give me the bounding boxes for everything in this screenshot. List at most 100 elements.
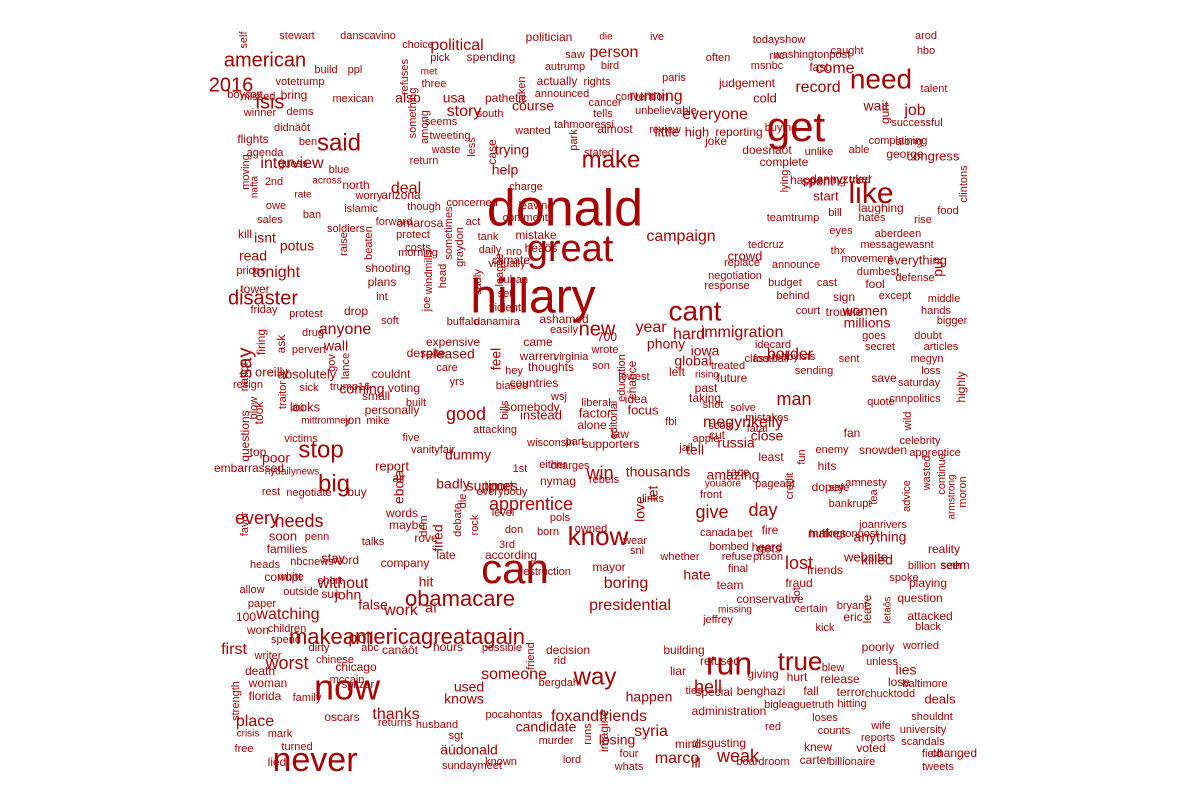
cloud-word: anyone: [319, 321, 372, 338]
cloud-word: bill: [828, 207, 841, 219]
cloud-word: wanted: [514, 125, 550, 137]
cloud-word: woman: [248, 676, 288, 690]
cloud-word: virginia: [554, 351, 590, 363]
cloud-word: great: [527, 228, 614, 270]
cloud-word: didnäôt: [274, 122, 310, 134]
cloud-word: buy: [347, 485, 366, 499]
cloud-word: ppl: [348, 64, 363, 76]
cloud-word: heard: [752, 540, 783, 554]
cloud-word: tank: [478, 231, 499, 243]
cloud-word: feel: [488, 348, 504, 371]
cloud-word: announced: [535, 88, 589, 100]
cloud-word: playing: [909, 576, 947, 590]
cloud-word: need: [850, 63, 912, 94]
cloud-word: refuses: [399, 58, 411, 95]
cloud-word: personally: [365, 403, 420, 417]
cloud-word: fast: [809, 60, 829, 74]
cloud-word: administration: [692, 704, 767, 718]
cloud-word: cut: [709, 428, 726, 442]
cloud-word: jon: [344, 413, 361, 427]
cloud-word: lies: [895, 662, 916, 678]
cloud-word: megyn: [910, 353, 943, 365]
cloud-word: solve: [730, 402, 756, 414]
cloud-word: fan: [844, 426, 861, 440]
cloud-word: announce: [772, 259, 820, 271]
cloud-word: bankrupt: [829, 498, 872, 510]
cloud-word: thousands: [626, 464, 691, 480]
cloud-word: middle: [928, 293, 960, 305]
cloud-word: soldiers: [327, 223, 365, 235]
cloud-word: boardroom: [736, 756, 789, 768]
cloud-word: russia: [717, 435, 755, 451]
cloud-word: year: [635, 319, 667, 336]
cloud-word: interview: [260, 155, 324, 172]
cloud-word: wsj: [550, 391, 567, 403]
cloud-word: bird: [601, 60, 619, 72]
cloud-word: clintons: [958, 165, 970, 203]
cloud-word: immigration: [701, 324, 784, 341]
cloud-word: often: [706, 52, 730, 64]
cloud-word: judgement: [718, 76, 776, 90]
cloud-word: south: [477, 108, 504, 120]
cloud-word: doesnäôt: [742, 143, 792, 157]
cloud-word: unless: [866, 656, 898, 668]
cloud-word: terror: [837, 685, 866, 699]
cloud-word: knew: [804, 740, 832, 754]
cloud-word: either: [539, 459, 567, 471]
cloud-word: except: [879, 290, 911, 302]
cloud-word: äúdonald: [440, 742, 498, 758]
cloud-word: care: [436, 362, 457, 374]
cloud-word: left: [669, 365, 686, 379]
cloud-word: tea: [868, 488, 880, 504]
cloud-word: return: [410, 155, 439, 167]
cloud-word: actually: [537, 74, 578, 88]
cloud-word: mayor: [592, 560, 625, 574]
cloud-word: mike: [366, 415, 389, 427]
cloud-word: apple: [693, 433, 720, 445]
cloud-word: four: [620, 748, 639, 760]
cloud-word: bet: [737, 528, 752, 540]
cloud-word: fire: [762, 523, 779, 537]
cloud-word: hits: [818, 459, 837, 473]
cloud-word: rnc: [769, 50, 785, 62]
cloud-word: hey: [505, 365, 523, 377]
cloud-word: five: [402, 432, 419, 444]
cloud-word: safe: [829, 482, 850, 494]
cloud-word: 700: [597, 330, 617, 344]
cloud-word: don: [505, 524, 523, 536]
cloud-word: usa: [443, 90, 466, 106]
cloud-word: comments: [503, 212, 554, 224]
cloud-word: firing: [254, 329, 268, 355]
cloud-word: favor: [239, 511, 251, 536]
cloud-word: pols: [550, 512, 571, 524]
cloud-word: every: [235, 508, 279, 528]
cloud-word: 3rd: [499, 539, 515, 551]
cloud-word: losing: [599, 732, 636, 748]
cloud-word: alone: [577, 418, 607, 432]
cloud-word: football: [753, 353, 788, 365]
cloud-word: deal: [391, 180, 421, 197]
cloud-word: politician: [526, 30, 573, 44]
cloud-word: cant: [669, 295, 722, 326]
cloud-word: free: [235, 743, 254, 755]
cloud-word: winner: [243, 107, 277, 119]
cloud-word: website: [843, 549, 888, 564]
cloud-word: needs: [274, 511, 323, 531]
cloud-word: release: [820, 672, 860, 686]
cloud-word: pageant: [755, 478, 795, 490]
cloud-word: new: [579, 318, 616, 340]
cloud-word: autrump: [545, 61, 585, 73]
cloud-word: support: [467, 478, 514, 494]
cloud-word: north: [342, 178, 369, 192]
cloud-word: candidate: [516, 719, 577, 735]
cloud-word: make: [582, 146, 641, 173]
cloud-word: pervert: [292, 344, 326, 356]
cloud-word: race: [726, 465, 750, 479]
cloud-word: past: [695, 381, 718, 395]
cloud-word: poll: [349, 630, 374, 647]
cloud-word: spitzer: [342, 679, 375, 691]
cloud-word: mark: [268, 728, 293, 740]
cloud-word: unbelievable: [635, 105, 697, 117]
cloud-word: joanrivers: [858, 519, 907, 531]
cloud-word: let: [645, 486, 661, 501]
